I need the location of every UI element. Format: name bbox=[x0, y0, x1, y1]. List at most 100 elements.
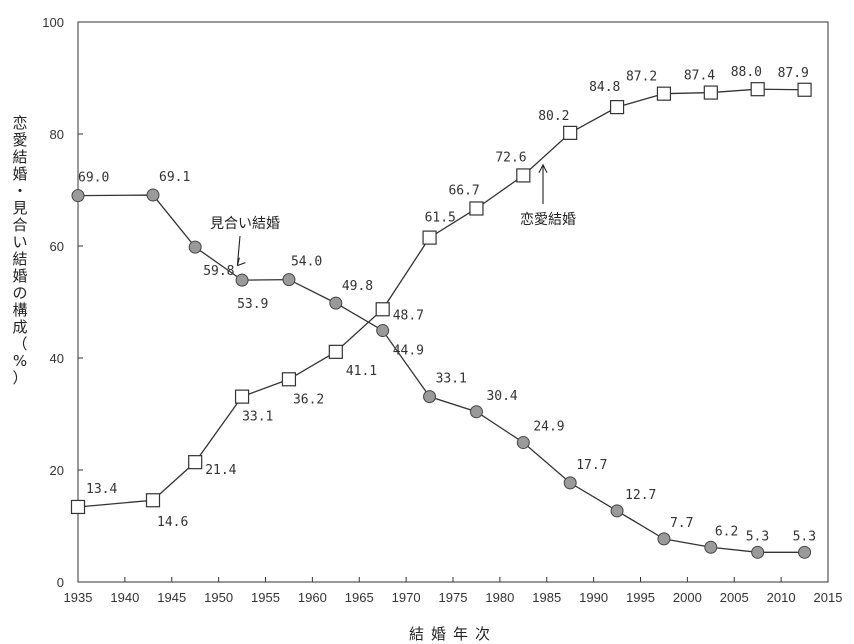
renai-point bbox=[422, 230, 437, 245]
omiai-point bbox=[188, 240, 202, 254]
data-label: 87.2 bbox=[626, 70, 657, 85]
data-label: 21.4 bbox=[205, 463, 236, 478]
data-label: 6.2 bbox=[715, 524, 738, 539]
omiai-point bbox=[610, 504, 624, 518]
x-tick-label: 2010 bbox=[767, 590, 796, 605]
data-label: 17.7 bbox=[576, 458, 607, 473]
x-tick-label: 1955 bbox=[251, 590, 280, 605]
data-label: 12.7 bbox=[625, 488, 656, 503]
omiai-point bbox=[329, 296, 343, 310]
omiai-point bbox=[657, 532, 671, 546]
y-tick-label: 60 bbox=[50, 239, 64, 254]
omiai-point bbox=[469, 405, 483, 419]
omiai-point bbox=[751, 545, 765, 559]
series-layer bbox=[70, 82, 812, 559]
data-label: 80.2 bbox=[538, 109, 569, 124]
y-axis-title: 恋愛結婚・見合い結婚の構成（%） bbox=[12, 114, 27, 387]
arrow-head-renai bbox=[538, 163, 548, 174]
y-tick-label: 100 bbox=[42, 15, 64, 30]
renai-point bbox=[145, 493, 161, 508]
omiai-point bbox=[146, 188, 160, 202]
y-tick-label: 80 bbox=[50, 127, 64, 142]
data-label: 49.8 bbox=[342, 279, 373, 294]
omiai-series-line bbox=[77, 194, 805, 553]
omiai-point bbox=[798, 545, 812, 559]
x-tick-label: 1950 bbox=[204, 590, 233, 605]
renai-point bbox=[469, 201, 484, 216]
data-label: 5.3 bbox=[746, 529, 769, 544]
omiai-point bbox=[71, 189, 85, 203]
renai-point bbox=[656, 86, 672, 101]
data-label: 72.6 bbox=[495, 150, 526, 165]
data-label-layer: 69.0 69.1 59.8 53.9 54.0 49.8 44.9 33.1 30.4 24.9… bbox=[78, 65, 816, 544]
renai-point bbox=[516, 168, 531, 183]
data-label: 59.8 bbox=[203, 264, 234, 279]
omiai-point bbox=[563, 476, 577, 490]
data-label: 41.1 bbox=[346, 364, 377, 379]
x-tick-label: 1940 bbox=[110, 590, 139, 605]
x-tick-label: 1990 bbox=[579, 590, 608, 605]
series-label-omiai: 見合い結婚 bbox=[210, 216, 280, 232]
omiai-point bbox=[423, 390, 437, 404]
renai-point bbox=[281, 372, 297, 387]
x-tick-label: 2000 bbox=[673, 590, 702, 605]
plot-frame bbox=[77, 21, 829, 583]
omiai-point bbox=[376, 324, 390, 338]
x-tick-label: 1975 bbox=[439, 590, 468, 605]
y-tick-label: 0 bbox=[57, 575, 64, 590]
renai-series-line bbox=[77, 88, 805, 508]
renai-point bbox=[328, 344, 343, 359]
data-label: 84.8 bbox=[589, 80, 620, 95]
data-label: 36.2 bbox=[293, 392, 324, 407]
data-label: 66.7 bbox=[448, 183, 479, 198]
renai-point bbox=[234, 389, 250, 404]
x-tick-label: 1995 bbox=[626, 590, 655, 605]
y-tick-label: 20 bbox=[50, 463, 64, 478]
x-tick-label: 1970 bbox=[392, 590, 421, 605]
renai-point bbox=[70, 499, 86, 515]
x-axis: 1935 1940 1945 1950 1955 1960 1965 1970 1975 1980… bbox=[64, 577, 843, 605]
renai-point bbox=[797, 82, 812, 97]
y-axis: 0 20 40 60 80 100 bbox=[42, 15, 83, 590]
data-label: 44.9 bbox=[393, 344, 424, 359]
x-tick-label: 1960 bbox=[298, 590, 327, 605]
data-label: 5.3 bbox=[793, 529, 816, 544]
x-tick-label: 1965 bbox=[345, 590, 374, 605]
omiai-point bbox=[235, 273, 249, 287]
x-tick-label: 2015 bbox=[814, 590, 843, 605]
arrow-head-omiai bbox=[236, 257, 246, 267]
data-label: 87.4 bbox=[684, 69, 715, 84]
renai-point bbox=[563, 125, 578, 140]
arrow-line-omiai bbox=[236, 235, 241, 266]
x-tick-label: 1980 bbox=[485, 590, 514, 605]
omiai-point bbox=[704, 540, 718, 554]
x-axis-title: 結婚年次 bbox=[409, 625, 497, 643]
data-label: 48.7 bbox=[393, 308, 424, 323]
data-label: 61.5 bbox=[425, 211, 456, 226]
data-label: 88.0 bbox=[731, 65, 762, 80]
x-tick-label: 1945 bbox=[157, 590, 186, 605]
renai-point bbox=[188, 455, 203, 470]
data-label: 13.4 bbox=[86, 482, 117, 497]
y-tick-label: 40 bbox=[50, 351, 64, 366]
annotation-layer: 見合い結婚 恋愛結婚 bbox=[210, 163, 576, 267]
x-tick-label: 2005 bbox=[720, 590, 749, 605]
omiai-point bbox=[282, 273, 296, 287]
data-label: 87.9 bbox=[778, 66, 809, 81]
x-tick-label: 1985 bbox=[532, 590, 561, 605]
omiai-point bbox=[516, 436, 530, 450]
data-label: 53.9 bbox=[237, 297, 268, 312]
data-label: 33.1 bbox=[242, 410, 273, 425]
renai-point bbox=[609, 100, 625, 115]
renai-point bbox=[703, 85, 718, 100]
data-label: 54.0 bbox=[291, 255, 322, 270]
data-label: 7.7 bbox=[670, 516, 693, 531]
data-label: 69.0 bbox=[78, 171, 109, 186]
renai-point bbox=[375, 302, 390, 317]
renai-point bbox=[750, 82, 765, 97]
data-label: 33.1 bbox=[436, 372, 467, 387]
data-label: 14.6 bbox=[157, 515, 188, 530]
series-label-renai: 恋愛結婚 bbox=[520, 211, 576, 228]
x-tick-label: 1935 bbox=[64, 590, 93, 605]
